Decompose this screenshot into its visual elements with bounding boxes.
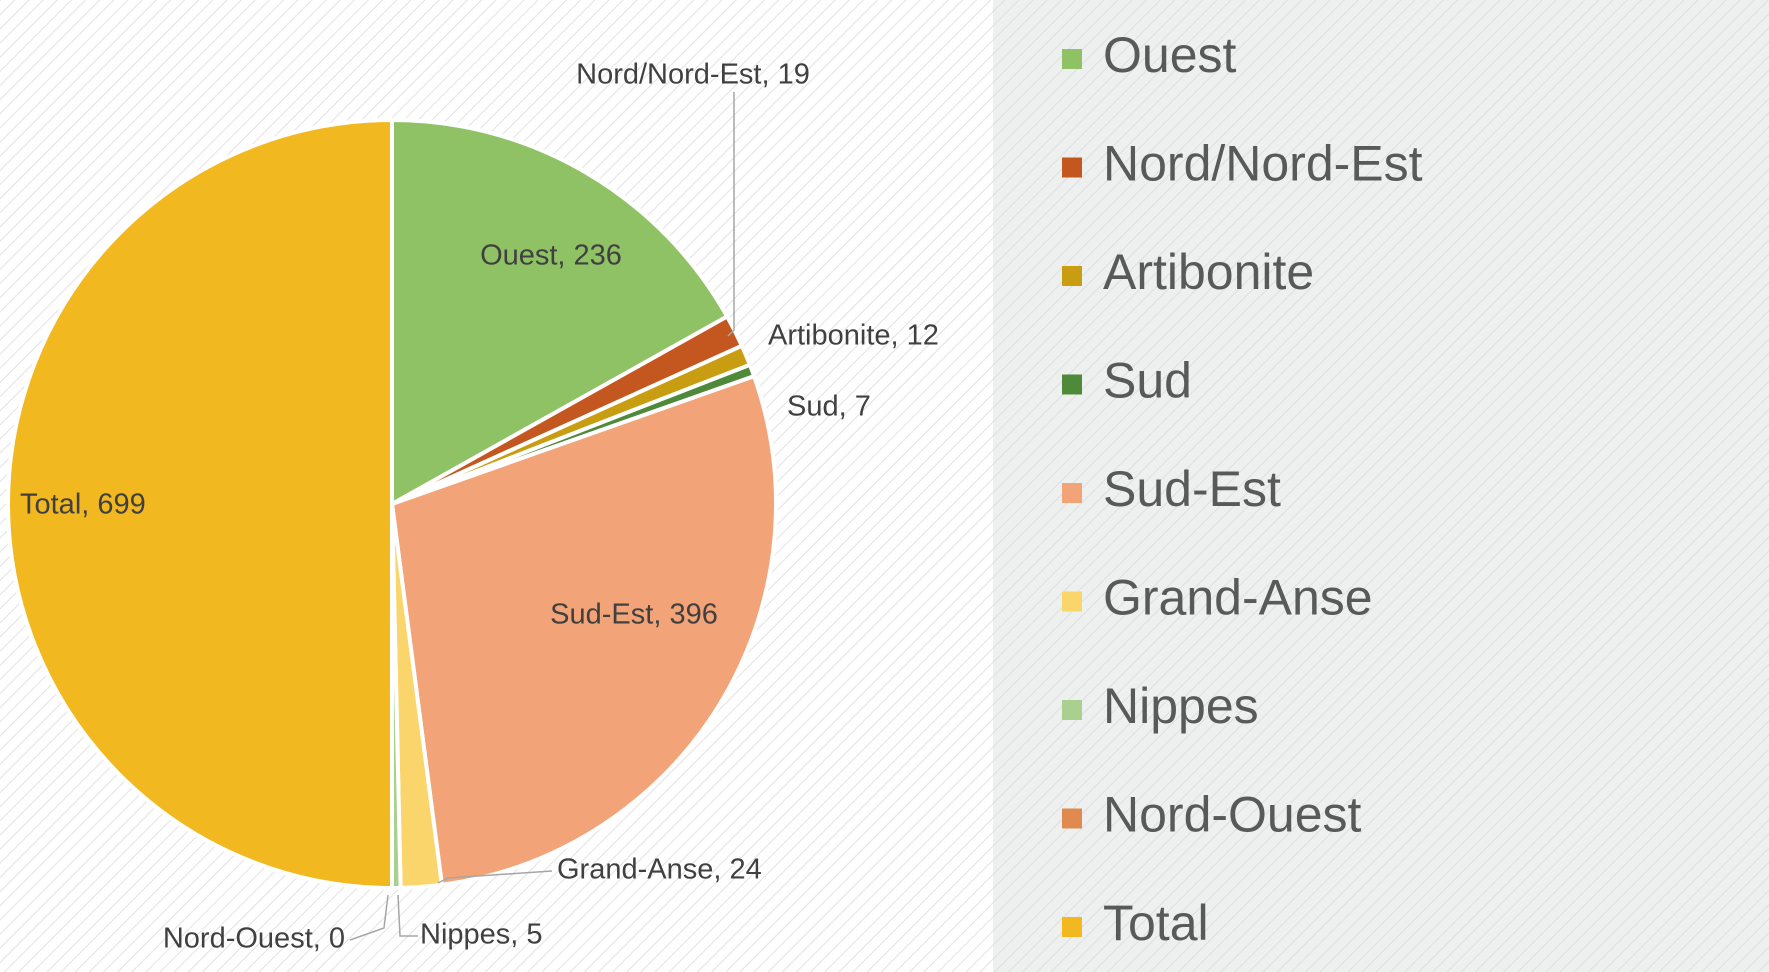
legend-marker — [1062, 483, 1082, 503]
legend-marker — [1062, 808, 1082, 829]
data-label: Grand-Anse, 24 — [557, 854, 762, 886]
legend-label: Nord-Ouest — [1103, 787, 1362, 843]
legend: Ouest Nord/Nord-Est Artibonite Sud Sud-Est Gr… — [1062, 27, 1423, 951]
legend-marker — [1062, 917, 1082, 937]
pie — [6, 117, 778, 891]
legend-label: Nippes — [1103, 678, 1259, 734]
data-label: Sud-Est, 396 — [550, 599, 718, 631]
leader-line — [397, 894, 418, 937]
legend-marker — [1062, 374, 1082, 395]
leader-line — [437, 870, 553, 884]
data-label: Sud, 7 — [787, 391, 871, 423]
data-labels: Ouest, 236 Nord/Nord-Est, 19 Artibonite, 1… — [20, 59, 939, 955]
legend-label: Artibonite — [1103, 244, 1314, 300]
legend-label: Nord/Nord-Est — [1103, 136, 1423, 192]
legend-label: Grand-Anse — [1103, 570, 1373, 626]
legend-marker — [1062, 157, 1082, 178]
legend-marker — [1062, 591, 1082, 612]
legend-background — [993, 0, 1769, 972]
pie-slice — [389, 373, 778, 887]
data-label: Total, 699 — [20, 489, 146, 521]
leader-line — [727, 92, 735, 337]
pie-slice — [6, 117, 394, 891]
data-label: Ouest, 236 — [480, 240, 622, 272]
legend-label: Sud — [1103, 353, 1192, 409]
legend-marker — [1062, 49, 1082, 69]
pie-slice — [390, 117, 730, 508]
legend-label: Ouest — [1103, 27, 1237, 83]
legend-label: Sud-Est — [1103, 461, 1281, 517]
legend-label: Total — [1103, 895, 1209, 951]
leader-line — [349, 894, 389, 941]
data-label: Nord/Nord-Est, 19 — [576, 59, 810, 91]
data-label: Nippes, 5 — [420, 919, 543, 951]
data-label: Nord-Ouest, 0 — [163, 923, 345, 955]
legend-marker — [1062, 266, 1082, 286]
data-label: Artibonite, 12 — [768, 320, 939, 352]
legend-marker — [1062, 700, 1082, 720]
